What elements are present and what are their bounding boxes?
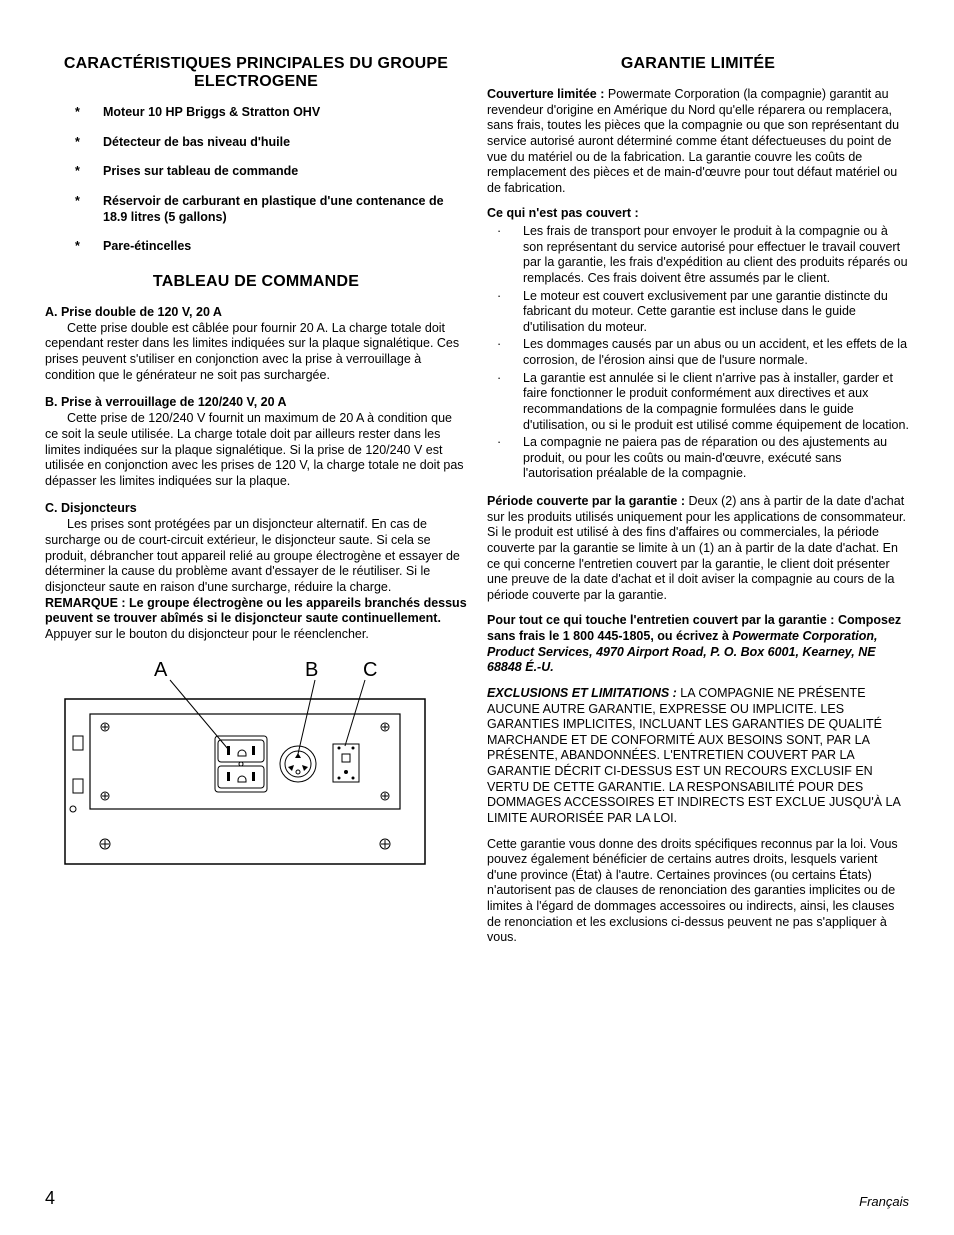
not-covered-list: · Les frais de transport pour envoyer le …: [487, 224, 909, 482]
breaker-icon: [333, 744, 359, 782]
panel-subsection-b: B. Prise à verrouillage de 120/240 V, 20…: [45, 395, 467, 489]
list-item: · Le moteur est couvert exclusivement par…: [495, 289, 909, 336]
feature-item: * Pare-étincelles: [75, 239, 467, 255]
exclusions-paragraph: EXCLUSIONS ET LIMITATIONS : LA COMPAGNIE…: [487, 686, 909, 827]
subsection-heading: B. Prise à verrouillage de 120/240 V, 20…: [45, 395, 467, 409]
page: CARACTÉRISTIQUES PRINCIPALES DU GROUPE E…: [0, 0, 954, 1235]
period-paragraph: Période couverte par la garantie : Deux …: [487, 494, 909, 603]
diagram-label-a: A: [154, 659, 168, 681]
coverage-label: Couverture limitée :: [487, 87, 604, 101]
feature-text: Pare-étincelles: [103, 239, 191, 253]
page-number: 4: [45, 1188, 55, 1209]
item-text: La compagnie ne paiera pas de réparation…: [523, 435, 887, 480]
service-paragraph: Pour tout ce qui touche l'entretien couv…: [487, 613, 909, 676]
coverage-paragraph: Couverture limitée : Powermate Corporati…: [487, 87, 909, 196]
twistlock-outlet-icon: [280, 746, 316, 782]
panel-subsection-a: A. Prise double de 120 V, 20 A Cette pri…: [45, 305, 467, 384]
feature-text: Prises sur tableau de commande: [103, 164, 298, 178]
subsection-body: Cette prise de 120/240 V fournit un maxi…: [45, 411, 467, 489]
screw-icon: [101, 723, 109, 731]
screw-icon: [101, 792, 109, 800]
feature-text: Moteur 10 HP Briggs & Stratton OHV: [103, 105, 320, 119]
screw-icon: [380, 839, 390, 849]
period-label: Période couverte par la garantie :: [487, 494, 685, 508]
diagram-label-c: C: [363, 659, 377, 681]
not-covered-label: Ce qui n'est pas couvert :: [487, 206, 909, 222]
list-item: · La compagnie ne paiera pas de réparatio…: [495, 435, 909, 482]
exclusions-label: EXCLUSIONS ET LIMITATIONS :: [487, 686, 677, 700]
screw-icon: [100, 839, 110, 849]
two-column-layout: CARACTÉRISTIQUES PRINCIPALES DU GROUPE E…: [45, 55, 909, 956]
right-column: GARANTIE LIMITÉE Couverture limitée : Po…: [487, 55, 909, 956]
feature-item: * Prises sur tableau de commande: [75, 164, 467, 180]
bullet-icon: *: [75, 239, 80, 255]
item-text: Les dommages causés par un abus ou un ac…: [523, 337, 907, 367]
feature-item: * Réservoir de carburant en plastique d'u…: [75, 194, 467, 225]
list-item: · La garantie est annulée si le client n'…: [495, 371, 909, 434]
remark-tail: Appuyer sur le bouton du disjoncteur pou…: [45, 627, 369, 641]
subsection-heading: C. Disjoncteurs: [45, 501, 467, 515]
language-label: Français: [859, 1194, 909, 1209]
bullet-icon: *: [75, 164, 80, 180]
left-column: CARACTÉRISTIQUES PRINCIPALES DU GROUPE E…: [45, 55, 467, 956]
item-text: Le moteur est couvert exclusivement par …: [523, 289, 888, 334]
item-text: La garantie est annulée si le client n'a…: [523, 371, 909, 432]
bullet-icon: ·: [497, 224, 501, 240]
features-list: * Moteur 10 HP Briggs & Stratton OHV * Dét…: [45, 105, 467, 255]
warranty-title: GARANTIE LIMITÉE: [487, 55, 909, 73]
screw-icon: [381, 723, 389, 731]
page-footer: 4 Français: [45, 1188, 909, 1209]
exclusions-body: LA COMPAGNIE NE PRÉSENTE AUCUNE AUTRE GA…: [487, 686, 900, 825]
panel-title: TABLEAU DE COMMANDE: [45, 273, 467, 291]
remark-bold: REMARQUE : Le groupe électrogène ou les …: [45, 596, 467, 626]
list-item: · Les frais de transport pour envoyer le …: [495, 224, 909, 287]
bullet-icon: *: [75, 135, 80, 151]
subsection-body: Les prises sont protégées par un disjonc…: [45, 517, 467, 642]
period-body: Deux (2) ans à partir de la date d'achat…: [487, 494, 906, 602]
diagram-svg: A B C: [45, 654, 445, 889]
subsection-heading: A. Prise double de 120 V, 20 A: [45, 305, 467, 319]
bullet-icon: ·: [497, 371, 501, 387]
feature-text: Réservoir de carburant en plastique d'un…: [103, 194, 444, 224]
body-text: Cette prise de 120/240 V fournit un maxi…: [45, 411, 464, 488]
subsection-body: Cette prise double est câblée pour fourn…: [45, 321, 467, 384]
rights-paragraph: Cette garantie vous donne des droits spé…: [487, 837, 909, 946]
bullet-icon: *: [75, 194, 80, 210]
coverage-body: Powermate Corporation (la compagnie) gar…: [487, 87, 899, 195]
diagram-label-b: B: [305, 659, 318, 681]
body-text: Les prises sont protégées par un disjonc…: [45, 517, 460, 594]
control-panel-diagram: A B C: [45, 654, 467, 894]
panel-subsection-c: C. Disjoncteurs Les prises sont protégée…: [45, 501, 467, 642]
duplex-outlet-icon: [215, 736, 267, 792]
screw-icon: [381, 792, 389, 800]
features-title: CARACTÉRISTIQUES PRINCIPALES DU GROUPE E…: [45, 55, 467, 91]
item-text: Les frais de transport pour envoyer le p…: [523, 224, 908, 285]
list-item: · Les dommages causés par un abus ou un a…: [495, 337, 909, 368]
body-text: Cette prise double est câblée pour fourn…: [45, 321, 459, 382]
bullet-icon: ·: [497, 337, 501, 353]
feature-item: * Moteur 10 HP Briggs & Stratton OHV: [75, 105, 467, 121]
bullet-icon: *: [75, 105, 80, 121]
bullet-icon: ·: [497, 435, 501, 451]
bullet-icon: ·: [497, 289, 501, 305]
feature-text: Détecteur de bas niveau d'huile: [103, 135, 290, 149]
feature-item: * Détecteur de bas niveau d'huile: [75, 135, 467, 151]
